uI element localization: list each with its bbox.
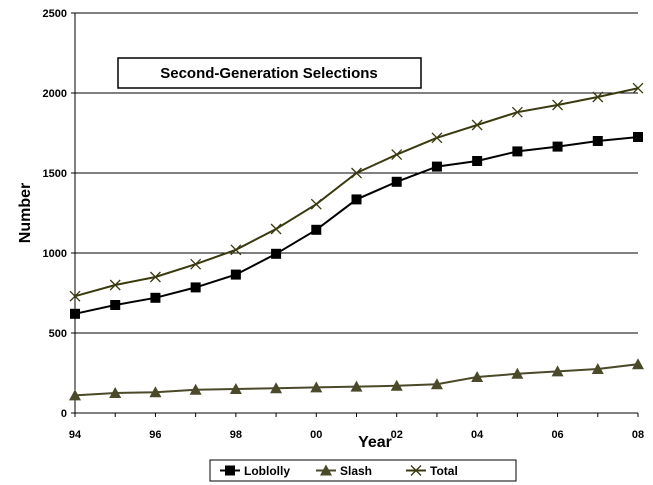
series-line-total	[74, 87, 639, 298]
data-point-total	[149, 271, 161, 283]
data-point-total	[270, 223, 282, 235]
x-tick-label: 04	[471, 429, 484, 441]
legend-label-loblolly: Loblolly	[244, 464, 290, 478]
title-box: Second-Generation Selections	[117, 57, 422, 89]
legend-marker-total	[410, 465, 422, 476]
legend-item-loblolly: Loblolly	[220, 464, 290, 478]
legend-label-slash: Slash	[340, 464, 372, 478]
series-line-loblolly	[74, 136, 639, 315]
x-tick-label: 98	[230, 429, 242, 441]
data-point-loblolly	[70, 308, 80, 319]
series-slash	[69, 358, 644, 401]
y-tick-label: 0	[61, 408, 67, 420]
data-point-loblolly	[633, 132, 643, 142]
y-tick-label: 2500	[43, 8, 67, 20]
data-point-loblolly	[311, 224, 322, 235]
data-point-slash	[229, 383, 242, 394]
data-point-slash	[149, 386, 162, 398]
y-axis-title: Number	[17, 183, 34, 243]
data-point-slash	[511, 367, 524, 379]
data-point-loblolly	[391, 176, 402, 187]
data-point-loblolly	[431, 161, 442, 172]
data-point-loblolly	[351, 194, 362, 205]
data-point-loblolly	[472, 156, 483, 166]
data-point-total	[511, 106, 523, 118]
data-point-loblolly	[512, 146, 523, 157]
x-tick-label: 00	[310, 429, 322, 441]
y-tick-labels: 0 500 1000 1500 2000 2500	[43, 8, 67, 420]
data-point-slash	[270, 382, 283, 394]
y-tick-label: 1500	[43, 168, 67, 180]
data-point-slash	[350, 380, 363, 392]
data-point-total	[230, 244, 242, 256]
data-point-loblolly	[190, 282, 201, 293]
data-point-total	[351, 167, 362, 179]
x-tick-label: 96	[149, 429, 161, 441]
legend-entries: Loblolly Slash Total	[220, 464, 458, 478]
data-point-loblolly	[110, 300, 121, 310]
x-tick-label: 06	[551, 429, 563, 441]
legend-item-total: Total	[406, 464, 458, 478]
chart-title: Second-Generation Selections	[160, 65, 378, 82]
data-point-total	[109, 279, 121, 291]
series	[69, 82, 644, 401]
data-point-slash	[551, 365, 564, 377]
data-point-total	[632, 82, 644, 94]
x-axis-title: Year	[358, 434, 392, 451]
data-point-total	[552, 99, 564, 111]
data-point-slash	[471, 371, 484, 382]
data-point-slash	[632, 358, 644, 370]
y-tick-label: 2000	[43, 88, 67, 100]
data-point-total	[471, 119, 483, 131]
legend-label-total: Total	[430, 464, 458, 478]
data-point-slash	[69, 389, 81, 401]
legend-marker-loblolly	[225, 465, 235, 476]
data-point-total	[310, 198, 322, 210]
data-point-loblolly	[271, 248, 282, 259]
title-box-border	[117, 57, 422, 89]
series-total	[69, 82, 644, 302]
data-point-loblolly	[592, 136, 603, 146]
x-tick-label: 94	[69, 429, 82, 441]
y-tick-label: 500	[49, 328, 67, 340]
legend-marker-slash	[320, 464, 332, 476]
data-point-slash	[390, 379, 403, 391]
data-point-total	[592, 91, 604, 103]
data-point-slash	[591, 363, 604, 374]
data-point-slash	[109, 387, 122, 398]
data-point-loblolly	[552, 141, 563, 152]
legend-border	[209, 459, 517, 482]
series-loblolly	[70, 132, 643, 319]
data-point-slash	[310, 381, 323, 393]
x-tick-labels: 94 96 98 00 02 04 06 08	[69, 413, 644, 441]
legend-item-slash: Slash	[316, 464, 372, 478]
data-point-total	[69, 290, 81, 302]
y-tick-label: 1000	[43, 248, 67, 260]
data-point-slash	[430, 378, 443, 390]
data-point-loblolly	[150, 292, 161, 303]
data-point-total	[391, 149, 403, 161]
x-tick-label: 02	[391, 429, 403, 441]
data-point-loblolly	[230, 269, 241, 280]
data-point-slash	[189, 383, 202, 395]
data-point-total	[431, 132, 443, 144]
data-point-total	[190, 258, 202, 270]
legend: Loblolly Slash Total	[209, 459, 517, 482]
x-tick-label: 08	[632, 429, 644, 441]
